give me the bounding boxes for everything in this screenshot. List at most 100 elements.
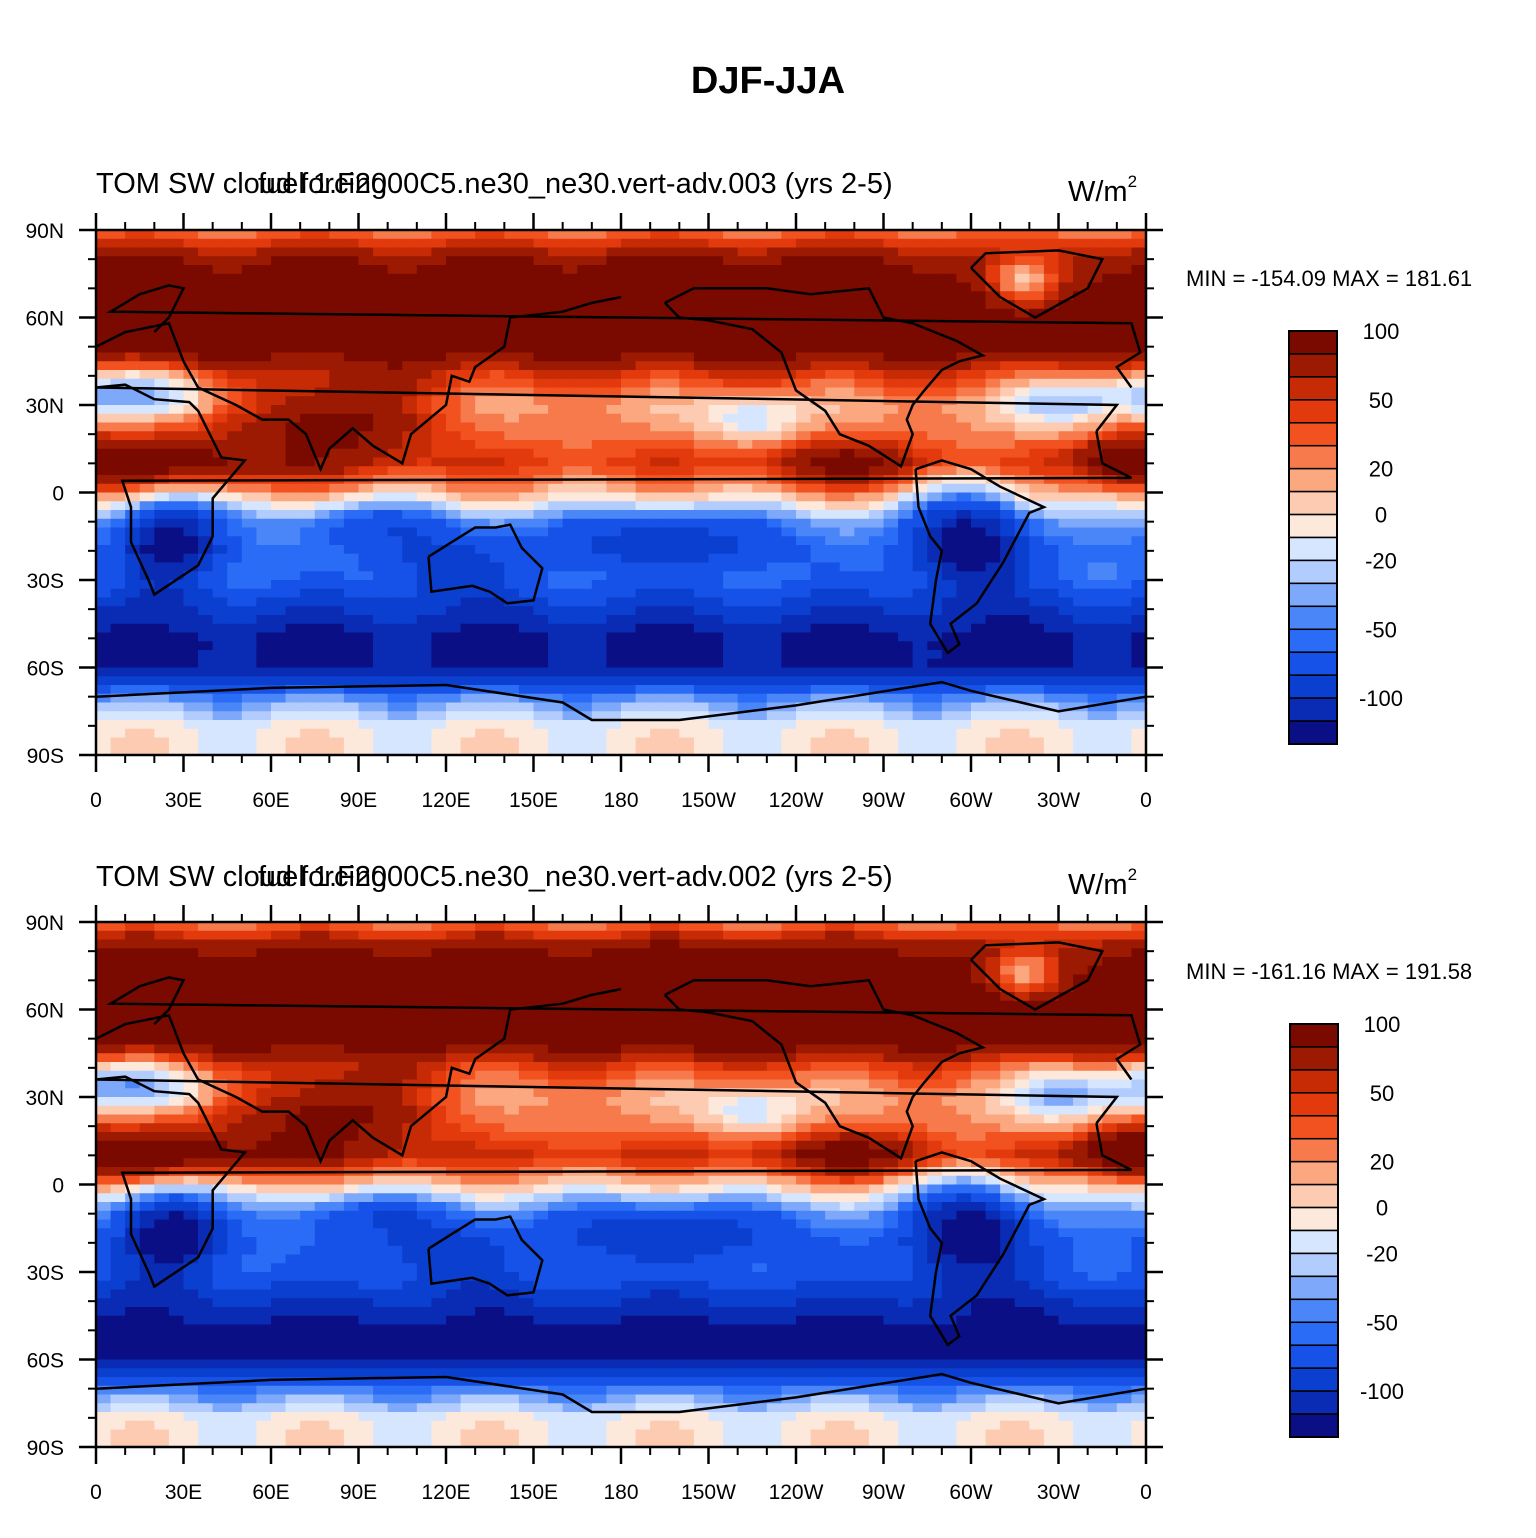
field-cell — [1058, 711, 1074, 721]
field-cell — [766, 492, 783, 502]
field-cell — [212, 422, 228, 432]
field-cell — [781, 317, 797, 327]
field-cell — [183, 1009, 199, 1019]
field-cell — [256, 291, 272, 301]
field-cell — [825, 247, 841, 257]
field-cell — [1029, 448, 1045, 459]
field-cell — [810, 510, 826, 520]
field-cell — [198, 1228, 214, 1238]
field-cell — [883, 247, 899, 257]
field-cell — [154, 1097, 170, 1107]
field-cell — [854, 238, 870, 249]
field-cell — [825, 553, 841, 564]
field-cell — [416, 606, 433, 616]
panel-2-center-title: fuel 1.F2000C5.ne30_ne30.vert-adv.002 (y… — [258, 861, 893, 893]
field-cell — [898, 545, 914, 555]
field-cell — [1029, 510, 1045, 520]
field-cell — [737, 606, 753, 616]
field-cell — [125, 1210, 141, 1221]
field-cell — [1000, 282, 1016, 292]
field-cell — [1102, 405, 1118, 415]
field-cell — [562, 728, 578, 739]
field-cell — [868, 553, 885, 564]
field-cell — [971, 291, 987, 301]
field-cell — [139, 545, 155, 555]
field-cell — [796, 623, 812, 634]
field-cell — [868, 737, 885, 747]
field-cell — [402, 580, 418, 590]
field-cell — [796, 405, 812, 415]
field-cell — [154, 1079, 170, 1089]
field-cell — [416, 256, 433, 266]
field-cell — [343, 483, 360, 494]
field-cell — [460, 597, 476, 607]
field-cell — [329, 571, 345, 581]
field-cell — [621, 396, 637, 406]
field-cell — [475, 343, 491, 354]
field-cell — [416, 431, 433, 441]
field-cell — [1029, 720, 1045, 730]
field-cell — [796, 431, 812, 441]
field-cell — [1058, 466, 1074, 476]
field-cell — [504, 553, 520, 564]
field-cell — [125, 1385, 141, 1396]
field-cell — [110, 562, 126, 572]
field-cell — [591, 335, 608, 345]
field-cell — [650, 387, 666, 397]
field-cell — [825, 597, 841, 607]
field-cell — [475, 238, 491, 249]
field-cell — [416, 343, 433, 354]
field-cell — [1087, 370, 1103, 380]
field-cell — [810, 256, 826, 266]
field-cell — [125, 545, 141, 555]
field-cell — [562, 693, 578, 704]
field-cell — [1073, 632, 1089, 642]
field-cell — [387, 466, 403, 476]
field-cell — [548, 352, 564, 362]
field-cell — [810, 711, 826, 721]
field-cell — [868, 615, 885, 625]
field-cell — [635, 492, 651, 502]
field-cell — [168, 957, 185, 967]
field-cell — [898, 711, 914, 721]
field-cell — [96, 1140, 112, 1151]
field-cell — [868, 308, 885, 319]
field-cell — [723, 466, 739, 476]
field-cell — [256, 702, 272, 712]
field-cell — [285, 352, 301, 362]
field-cell — [139, 492, 155, 502]
field-cell — [110, 974, 126, 984]
field-cell — [781, 282, 797, 292]
field-cell — [825, 256, 841, 266]
field-cell — [227, 571, 243, 581]
field-cell — [1116, 273, 1133, 284]
field-cell — [533, 553, 549, 564]
field-cell — [271, 676, 287, 686]
field-cell — [96, 1307, 112, 1317]
field-cell — [343, 291, 360, 301]
field-cell — [489, 387, 505, 397]
field-cell — [402, 335, 418, 345]
field-cell — [314, 685, 330, 695]
field-cell — [358, 326, 374, 336]
field-cell — [110, 483, 126, 494]
field-cell — [898, 431, 914, 441]
field-cell — [431, 230, 447, 240]
field-cell — [533, 343, 549, 354]
field-cell — [1131, 396, 1147, 406]
field-cell — [300, 571, 316, 581]
field-cell — [562, 256, 578, 266]
field-cell — [548, 632, 564, 642]
field-cell — [708, 247, 724, 257]
field-cell — [110, 641, 126, 651]
field-cell — [562, 422, 578, 432]
field-cell — [110, 1167, 126, 1177]
field-cell — [912, 431, 928, 441]
field-cell — [198, 1315, 214, 1326]
field-cell — [489, 308, 505, 319]
field-cell — [941, 632, 958, 642]
field-cell — [708, 238, 724, 249]
field-cell — [868, 606, 885, 616]
field-cell — [985, 667, 1001, 677]
field-cell — [766, 335, 783, 345]
